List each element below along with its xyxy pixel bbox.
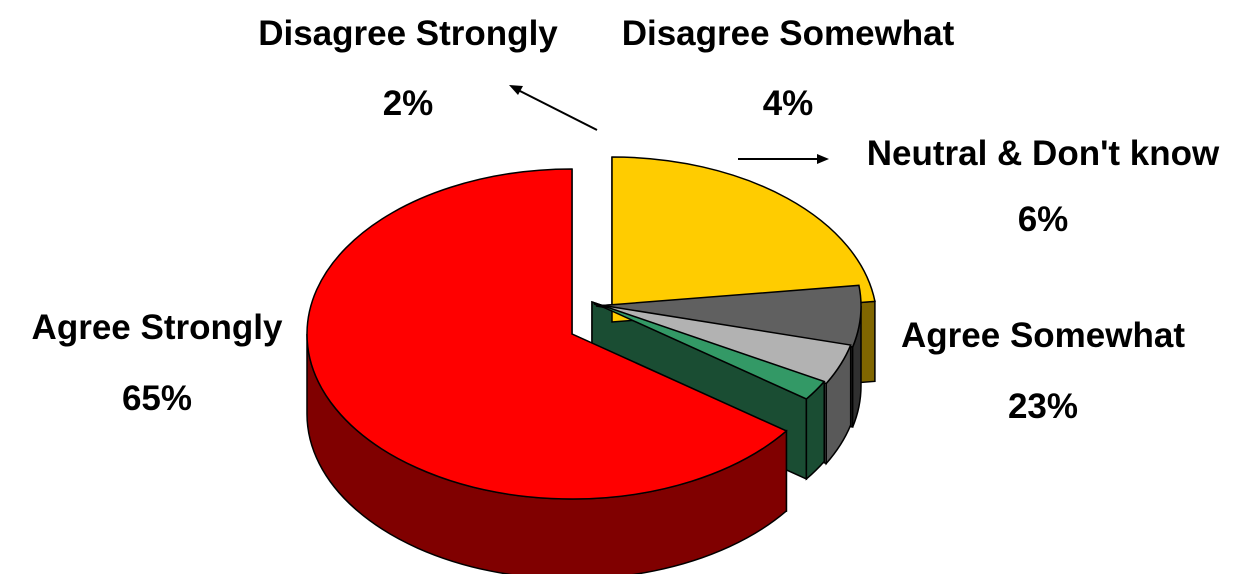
value-disagree-strongly: 2% xyxy=(383,84,434,123)
pie-slice-agree-strongly xyxy=(306,168,788,500)
label-neutral: Neutral & Don't know xyxy=(867,134,1220,173)
pie-slice-agree-somewhat xyxy=(611,156,876,323)
arrowhead-disagree-strongly xyxy=(509,85,523,95)
label-agree-somewhat: Agree Somewhat xyxy=(901,316,1185,355)
leader-lines xyxy=(509,85,829,164)
value-agree-strongly: 65% xyxy=(122,379,192,418)
value-neutral: 6% xyxy=(1018,200,1069,239)
slice-labels: Disagree Strongly 2% Disagree Somewhat 4… xyxy=(32,14,1220,426)
pie-slice-neutral-and-don-t-know xyxy=(595,284,862,348)
label-disagree-somewhat: Disagree Somewhat xyxy=(622,14,955,53)
value-disagree-somewhat: 4% xyxy=(763,84,814,123)
label-agree-strongly: Agree Strongly xyxy=(32,308,283,347)
pie-slice-disagree-strongly xyxy=(591,301,826,400)
pie-tops xyxy=(306,156,876,500)
arrowhead-neutral xyxy=(817,154,829,164)
label-disagree-strongly: Disagree Strongly xyxy=(258,14,558,53)
leader-line-disagree-strongly xyxy=(517,89,598,131)
value-agree-somewhat: 23% xyxy=(1008,387,1078,426)
